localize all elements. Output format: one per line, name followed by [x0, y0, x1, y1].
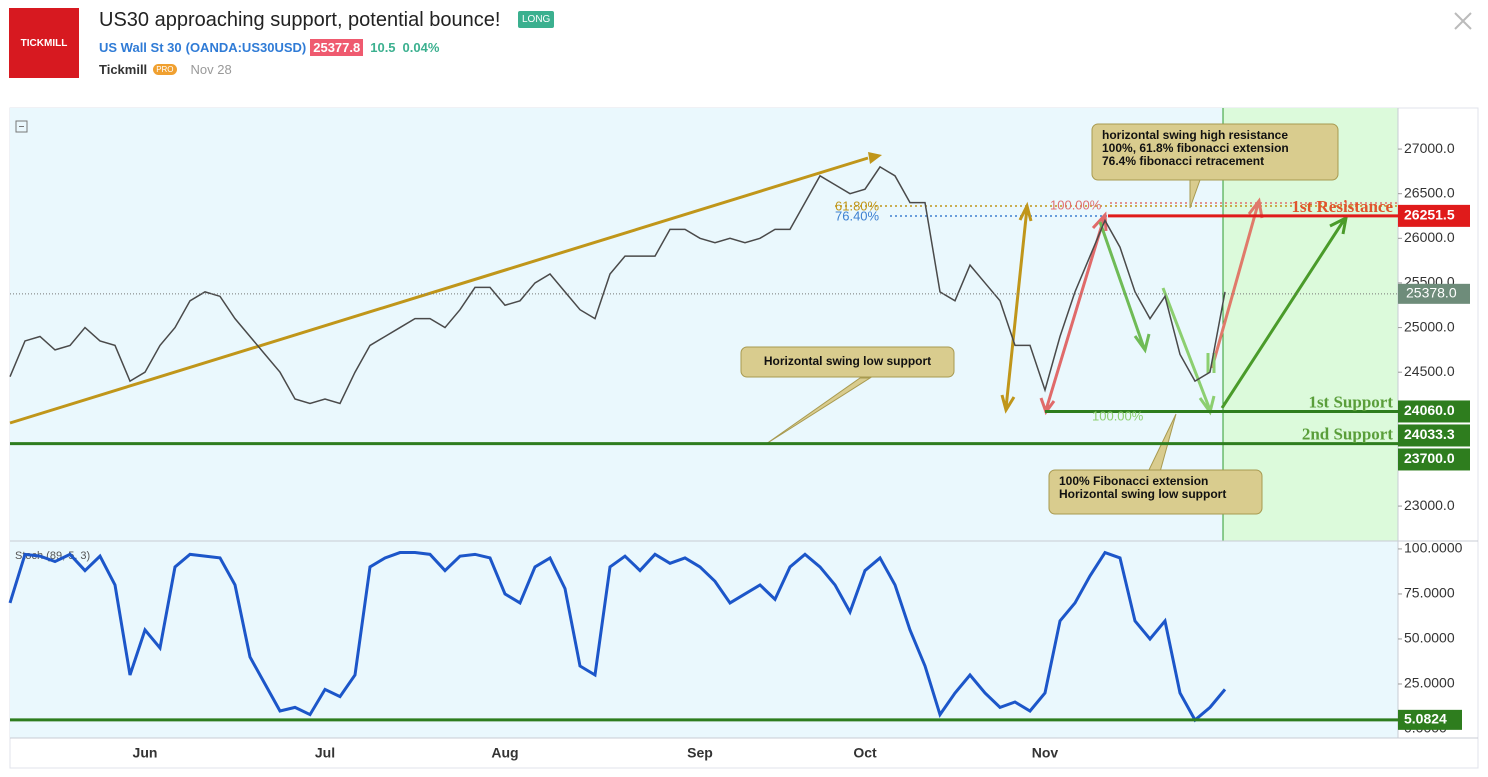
x-tick-label: Oct	[853, 745, 877, 761]
y-tick-label: 100.0000	[1404, 540, 1463, 556]
author-row: Tickmill PRO Nov 28	[99, 62, 232, 77]
x-tick-label: Nov	[1032, 745, 1059, 761]
close-button[interactable]	[1452, 10, 1474, 32]
y-tick-label: 26000.0	[1404, 229, 1455, 245]
callout-pointer	[765, 377, 872, 445]
arrow-head	[868, 152, 882, 164]
change-pct: 0.04%	[402, 40, 440, 55]
y-tick-label: 26500.0	[1404, 184, 1455, 200]
level-name: 2nd Support	[1302, 425, 1394, 444]
level-value: 23700.0	[1404, 450, 1455, 466]
fib-label: 61.80%	[835, 198, 880, 213]
y-tick-label: 50.0000	[1404, 630, 1455, 646]
annotation-box	[1091, 123, 1339, 181]
idea-title: US30 approaching support, potential boun…	[99, 9, 501, 31]
level-box	[1398, 424, 1470, 447]
price: 25377.8	[310, 39, 364, 56]
arrow	[1220, 215, 1349, 409]
author-badge: PRO	[153, 64, 177, 75]
y-tick-label: 24500.0	[1404, 363, 1455, 379]
fib-label: 100.00%	[1050, 197, 1102, 212]
symbol[interactable]: US Wall St 30	[99, 40, 182, 55]
level-box	[1398, 709, 1462, 730]
series-line	[8, 550, 1227, 723]
y-tick-label: 75.0000	[1404, 585, 1455, 601]
level-box	[1398, 204, 1470, 227]
annotation-text: 100% Fibonacci extension	[1059, 474, 1208, 488]
collapse-icon[interactable]	[15, 120, 28, 133]
annotation-text: Horizontal swing low support	[1059, 487, 1226, 501]
level-value: 26251.5	[1404, 207, 1455, 223]
date: Nov 28	[190, 62, 232, 77]
current-price-box	[1398, 283, 1470, 304]
annotation-text: 100%, 61.8% fibonacci extension	[1102, 141, 1289, 155]
annotation-box	[740, 346, 955, 378]
x-tick-label: Jul	[315, 745, 335, 761]
level-name: 1st Support	[1308, 392, 1393, 411]
indicator-title: Stoch (89, 5, 3)	[15, 550, 90, 562]
logo: TICKMILL	[9, 8, 79, 78]
y-tick-label: 25.0000	[1404, 675, 1455, 691]
fib-label: 100.00%	[1092, 408, 1144, 423]
x-tick-label: Sep	[687, 745, 713, 761]
arrow	[1210, 197, 1264, 369]
level-name: 1st Resistance	[1291, 197, 1393, 216]
fib-label: 76.40%	[835, 208, 880, 223]
trend-line	[9, 156, 869, 425]
level-value: 24033.3	[1404, 426, 1455, 442]
y-tick-label: 23000.0	[1404, 497, 1455, 513]
annotation-text: horizontal swing high resistance	[1102, 128, 1288, 142]
x-tick-label: Aug	[491, 745, 518, 761]
x-tick-label: Jun	[133, 745, 158, 761]
series-line	[9, 165, 1226, 405]
arrow	[1098, 221, 1151, 354]
arrow	[1000, 201, 1033, 414]
annotation-text: 76.4% fibonacci retracement	[1102, 154, 1264, 168]
level-box	[1398, 448, 1470, 471]
change: 10.5	[370, 40, 396, 55]
ticker[interactable]: (OANDA:US30USD)	[185, 40, 307, 55]
level-value: 5.0824	[1404, 711, 1447, 727]
badge: LONG	[518, 11, 555, 28]
author[interactable]: Tickmill	[99, 62, 148, 77]
annotation-text: Horizontal swing low support	[764, 354, 931, 368]
symbol-row: US Wall St 30 (OANDA:US30USD) 25377.8 10…	[99, 39, 439, 56]
y-tick-label: 27000.0	[1404, 140, 1455, 156]
y-tick-label: 25000.0	[1404, 318, 1455, 334]
annotation-box	[1048, 469, 1263, 515]
arrow	[1206, 353, 1216, 373]
level-box	[1398, 400, 1470, 423]
current-price-label: 25378.0	[1406, 285, 1457, 301]
level-value: 24060.0	[1404, 402, 1455, 418]
